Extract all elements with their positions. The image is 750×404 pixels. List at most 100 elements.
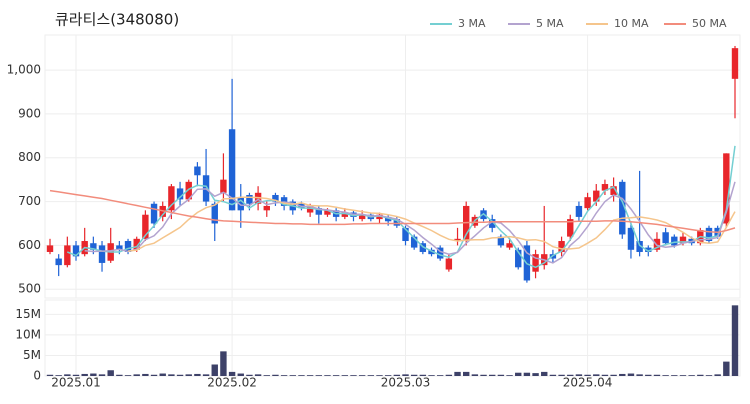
volume-bar xyxy=(662,375,669,376)
candle-body xyxy=(558,241,565,252)
y-tick-label: 0 xyxy=(33,369,41,383)
ma-line xyxy=(84,181,736,264)
volume-bar xyxy=(298,375,305,376)
volume-bar xyxy=(280,375,288,376)
volume-bar xyxy=(272,374,279,376)
volume-bar xyxy=(601,374,609,376)
candle-body xyxy=(671,236,678,246)
candle-body xyxy=(90,243,97,250)
x-tick-label: 2025.04 xyxy=(563,376,613,390)
volume-bar xyxy=(506,375,513,376)
volume-bar xyxy=(593,374,600,376)
candle-body xyxy=(168,186,175,211)
candle-body xyxy=(679,236,687,244)
volume-bar xyxy=(393,374,401,376)
candle-body xyxy=(194,166,201,176)
candle-body xyxy=(98,245,106,263)
volume-bar xyxy=(55,375,62,376)
candle-body xyxy=(636,241,643,252)
volume-bar xyxy=(541,371,548,376)
volume-bar xyxy=(194,373,201,376)
y-tick-label: 5M xyxy=(23,348,41,362)
volume-bar xyxy=(159,373,166,376)
candle-body xyxy=(142,214,149,239)
candle-body xyxy=(133,238,140,250)
candle-body xyxy=(515,249,522,268)
volume-bar xyxy=(584,374,591,376)
candle-body xyxy=(445,258,453,270)
volume-bar xyxy=(653,374,661,376)
candle-body xyxy=(176,188,184,200)
candle-body xyxy=(358,214,366,220)
volume-bar xyxy=(549,374,557,376)
candle-body xyxy=(428,249,435,255)
x-tick-label: 2025.03 xyxy=(381,376,431,390)
volume-bar xyxy=(454,371,461,376)
volume-bar xyxy=(98,374,106,376)
candle-body xyxy=(601,184,609,191)
candle-body xyxy=(731,48,739,79)
volume-bar xyxy=(220,351,227,376)
volume-bar xyxy=(289,375,296,376)
candle-body xyxy=(324,210,331,215)
volume-bar xyxy=(410,374,418,376)
candle-body xyxy=(506,243,513,248)
candle-body xyxy=(610,186,617,195)
volume-bar xyxy=(419,374,427,376)
candle-body xyxy=(220,179,227,193)
volume-panel xyxy=(44,299,741,377)
candle-body xyxy=(567,219,574,237)
candle-body xyxy=(575,205,583,217)
legend-label: 3 MA xyxy=(458,17,486,30)
volume-bar xyxy=(402,374,409,376)
candle-body xyxy=(64,245,71,266)
ma-line xyxy=(49,189,736,234)
volume-bar xyxy=(697,374,704,376)
x-tick-label: 2025.02 xyxy=(207,376,257,390)
volume-bar xyxy=(350,375,357,376)
candle-body xyxy=(315,208,322,215)
volume-bar xyxy=(497,374,505,376)
candle-body xyxy=(436,247,444,259)
candle-body xyxy=(489,219,496,228)
candle-body xyxy=(46,245,54,252)
volume-bar xyxy=(523,372,531,376)
candle-body xyxy=(463,205,470,242)
candle-body xyxy=(705,227,713,242)
candle-body xyxy=(116,245,123,250)
volume-bar xyxy=(515,372,522,376)
volume-bar xyxy=(263,375,270,376)
volume-bar xyxy=(306,375,314,376)
volume-bar xyxy=(367,375,375,376)
candle-body xyxy=(662,232,669,244)
candle-body xyxy=(645,247,652,252)
volume-bar xyxy=(627,373,635,376)
candle-body xyxy=(246,194,253,204)
volume-bar xyxy=(532,373,539,376)
candle-body xyxy=(419,243,427,252)
y-tick-label: 10M xyxy=(15,327,41,341)
volume-bar xyxy=(124,375,132,376)
volume-bar xyxy=(64,374,71,376)
candle-body xyxy=(410,236,418,248)
volume-bar xyxy=(671,375,678,376)
volume-bar xyxy=(116,374,123,376)
volume-bar xyxy=(645,374,652,376)
ma-line xyxy=(127,196,736,252)
y-tick-label: 900 xyxy=(18,106,41,120)
candle-body xyxy=(124,241,132,252)
volume-bar xyxy=(636,374,643,376)
volume-bar xyxy=(714,374,721,376)
candle-body xyxy=(532,254,539,272)
volume-bar xyxy=(575,374,583,376)
volume-bar xyxy=(358,375,366,376)
volume-bar xyxy=(619,373,626,376)
candle-body xyxy=(185,181,192,200)
candle-body xyxy=(237,197,244,211)
volume-bar xyxy=(705,375,713,376)
volume-bar xyxy=(332,375,340,376)
candle-body xyxy=(376,214,383,220)
volume-bar xyxy=(489,374,496,376)
volume-bar xyxy=(445,374,453,376)
